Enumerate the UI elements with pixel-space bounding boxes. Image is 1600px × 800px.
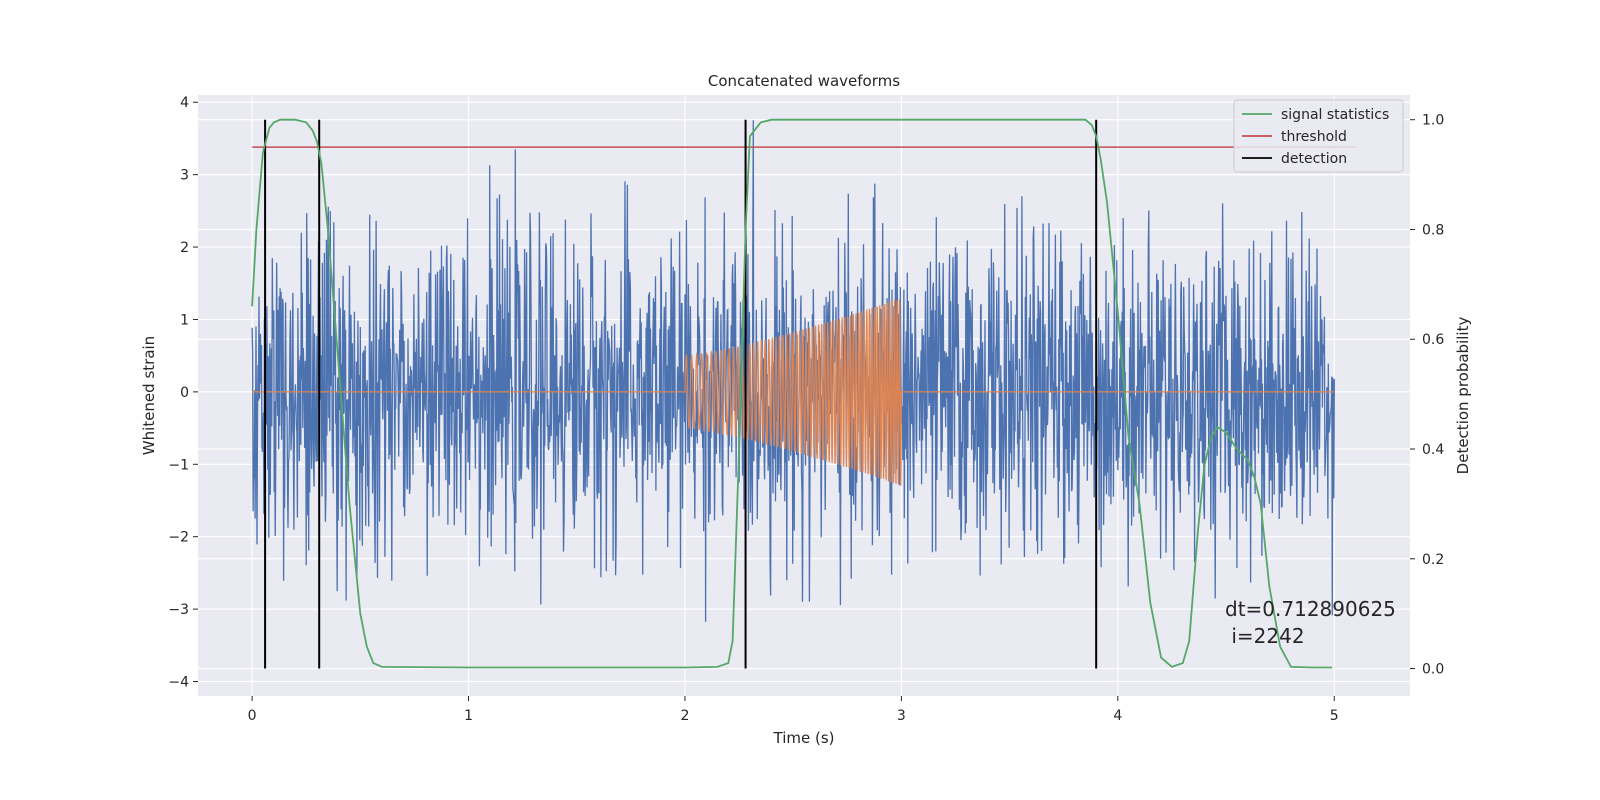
y2-tick-label: 1.0: [1422, 113, 1444, 129]
detection-lines: [264, 119, 1098, 669]
y-tick-label: 1: [180, 312, 189, 328]
x-tick-label: 0: [248, 708, 257, 724]
y2-tick-label: 0.4: [1422, 442, 1444, 458]
y-tick-label: 2: [180, 240, 189, 256]
chart-title: Concatenated waveforms: [708, 72, 900, 90]
legend: signal statistics threshold detection: [1233, 99, 1404, 173]
y2-tick-label: 0.0: [1422, 662, 1444, 678]
legend-label-threshold: threshold: [1281, 129, 1347, 145]
y2-tick-label: 0.8: [1422, 222, 1444, 238]
x-axis-label: Time (s): [773, 729, 835, 747]
legend-label-signal-statistics: signal statistics: [1281, 107, 1389, 123]
annotation-dt: dt=0.712890625: [1225, 597, 1396, 621]
y-tick-label: −1: [168, 457, 189, 473]
y2-tick-label: 0.6: [1422, 332, 1444, 348]
y2-axis-label: Detection probability: [1454, 317, 1472, 475]
x-tick-label: 4: [1113, 708, 1122, 724]
y-tick-label: −2: [168, 530, 189, 546]
plot-area: [251, 118, 1356, 669]
y2-axis-ticks: 0.0 0.2 0.4 0.6 0.8 1.0: [1410, 113, 1444, 678]
x-tick-label: 2: [681, 708, 690, 724]
strain-series-line: [251, 120, 1335, 622]
x-axis-ticks: 0 1 2 3 4 5: [248, 696, 1339, 724]
y-tick-label: 4: [180, 95, 189, 111]
x-tick-label: 3: [897, 708, 906, 724]
waveform-series-line: [252, 299, 1335, 486]
y-tick-label: −3: [168, 602, 189, 618]
x-tick-label: 5: [1330, 708, 1339, 724]
y-tick-label: −4: [168, 675, 189, 691]
x-tick-label: 1: [464, 708, 473, 724]
legend-box: [1233, 99, 1404, 173]
annotation-i: i=2242: [1225, 624, 1305, 648]
y-tick-label: 3: [180, 168, 189, 184]
y-axis-ticks: −4 −3 −2 −1 0 1 2 3 4: [168, 95, 198, 691]
y2-tick-label: 0.2: [1422, 552, 1444, 568]
y-axis-label: Whitened strain: [140, 336, 158, 455]
signal-statistics-line: [251, 118, 1333, 669]
y-tick-label: 0: [180, 385, 189, 401]
legend-label-detection: detection: [1281, 151, 1347, 167]
